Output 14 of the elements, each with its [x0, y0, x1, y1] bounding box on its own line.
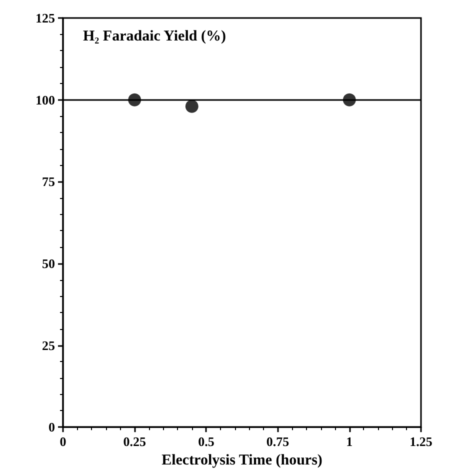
- y-tick-label: 75: [42, 174, 56, 190]
- y-tick-label: 100: [36, 92, 55, 108]
- x-tick-label: 0: [60, 434, 66, 450]
- x-tick-label: 1: [346, 434, 353, 450]
- x-tick-label: 0.25: [123, 434, 146, 450]
- text: H₂ Faradaic Yield (%): [83, 28, 226, 44]
- x-tick-label: 0.5: [198, 434, 215, 450]
- y-tick-label: 125: [36, 10, 56, 26]
- y-tick-label: 0: [48, 420, 55, 435]
- x-axis-title: Electrolysis Time (hours): [162, 452, 322, 468]
- y-tick-label: 50: [42, 256, 55, 271]
- x-tick-label: 0.75: [266, 434, 290, 450]
- x-tick-label: 1.25: [410, 434, 433, 450]
- y-tick-label: 25: [42, 338, 56, 353]
